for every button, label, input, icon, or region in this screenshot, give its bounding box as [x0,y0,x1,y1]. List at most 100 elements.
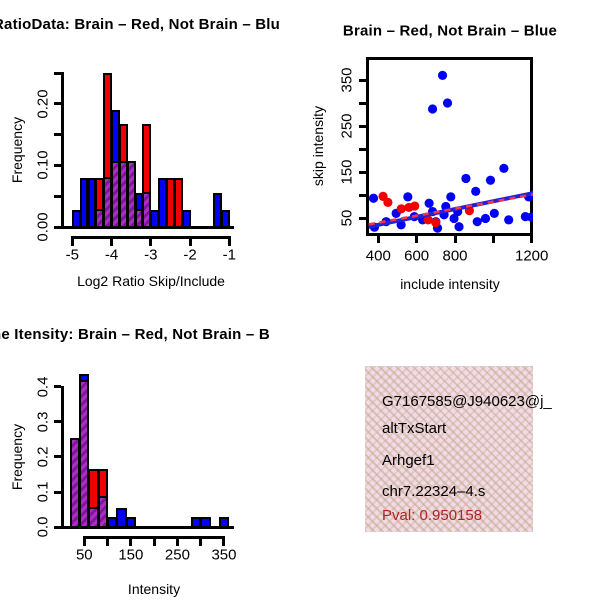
y-tick-label: 0.3 [34,411,52,433]
histogram-bar [88,468,99,529]
y-tick-label: 150 [338,159,356,185]
data-point-blue [471,186,481,196]
x-axis-tick [415,236,419,243]
x-tick-label: -3 [144,246,158,264]
x-axis-tick [70,239,74,246]
x-axis-tick [188,239,192,246]
histogram-bar [190,517,202,529]
data-point-red [423,215,433,225]
y-tick-label: 250 [338,113,356,139]
data-point-blue [489,208,499,218]
x-axis-tick [453,236,457,243]
x-axis-tick [129,539,133,546]
histogram-bar [181,209,191,228]
y-axis-tick [54,525,61,529]
data-point-blue [526,212,533,222]
y-axis-tick [54,133,61,137]
y-axis-tick [359,78,366,82]
y-axis-tick [359,170,366,174]
gene-info-panel: G7167585@J940623@j_ altTxStart Arhgef1 c… [300,300,600,600]
data-point-blue [485,175,496,185]
log-ratio-title: RatioData: Brain – Red, Not Brain – Blu [0,16,281,33]
y-axis-tick [54,225,61,229]
histogram-bar [116,507,127,529]
histogram-bar-overlap [88,506,99,529]
x-axis-tick [149,239,153,246]
y-tick-label: 0.20 [34,89,52,119]
data-point-blue [427,104,438,114]
y-tick-label: 50 [338,209,356,227]
x-axis-tick [199,539,203,546]
histogram-bar-overlap [97,496,109,529]
gene-intensity-histogram-panel: ne Itensity: Brain – Red, Not Brain – B … [0,300,300,600]
x-axis-tick [82,539,86,546]
data-point-blue [454,222,464,232]
y-axis-tick [54,163,61,167]
y-tick-label: 350 [338,67,356,93]
gene-id-text: G7167585@J940623@j_ [382,393,552,410]
y-axis-tick [54,194,61,198]
x-axis-tick [175,539,179,546]
y-tick-label: 0.00 [34,212,52,242]
scatter-title: Brain – Red, Not Brain – Blue [342,22,558,40]
histogram-bar-overlap [69,438,81,529]
gene-symbol-text: Arhgef1 [382,452,435,469]
x-tick-label: 600 [404,247,430,265]
data-point-red [396,204,406,214]
y-axis-tick [359,147,366,151]
x-axis-tick [530,236,534,243]
y-tick-label: 0.0 [34,516,52,538]
histogram-bar [97,468,109,529]
x-axis-tick [222,539,226,546]
x-tick-label: 150 [118,546,144,564]
histogram-bar [79,374,90,529]
histogram-bar [125,517,136,529]
y-axis-tick [359,101,366,105]
data-point-blue [461,173,471,184]
y-axis-tick [54,455,61,459]
data-point-red [431,218,441,228]
data-point-blue [368,193,379,203]
intensity-scatter-panel: Brain – Red, Not Brain – Blue skip inten… [300,0,600,300]
histogram-bar [69,438,81,529]
x-tick-label: -4 [104,246,119,264]
gene-info-box: G7167585@J940623@j_ altTxStart Arhgef1 c… [365,366,552,532]
locus-text: chr7.22324–4.s [382,483,486,500]
scatter-plot-area: 50 150 250 350 400 600 800 1200 [300,0,600,300]
y-axis-line [61,386,64,530]
data-point-blue [449,213,459,224]
gene-intensity-plot-area: 0.0 0.1 0.2 0.3 0.4 50 150 250 350 [0,300,300,600]
x-axis-line [70,236,231,239]
y-axis-tick [54,71,61,75]
x-tick-label: -2 [183,246,197,264]
histogram-bar [218,517,230,529]
x-tick-label: 250 [164,546,190,564]
data-point-red [383,197,393,207]
x-axis-tick [152,539,156,546]
x-axis-line [82,536,226,539]
data-point-blue [499,163,509,173]
scatter-x-axis-label: include intensity [400,276,500,292]
y-tick-label: 0.10 [34,150,52,180]
data-point-blue [424,198,434,208]
x-tick-label: 350 [211,546,237,564]
data-point-blue [437,70,448,80]
x-tick-label: 50 [75,546,93,564]
zero-baseline [61,526,234,530]
data-point-blue [504,215,514,225]
x-axis-tick [491,236,495,243]
log-ratio-x-axis-label: Log2 Ratio Skip/Include [77,273,225,289]
scatter-plot-svg [368,70,533,233]
histogram-bar-overlap [79,380,90,529]
x-tick-label: -1 [222,246,236,264]
y-axis-tick [359,193,366,197]
y-axis-line [61,72,64,229]
y-tick-label: 0.4 [34,376,52,397]
histogram-bar [173,177,183,228]
y-tick-label: 0.1 [34,481,52,503]
x-axis-tick [227,239,231,246]
x-axis-tick [376,236,380,243]
histogram-bar [107,517,118,529]
gene-intensity-title: ne Itensity: Brain – Red, Not Brain – B [0,326,270,343]
